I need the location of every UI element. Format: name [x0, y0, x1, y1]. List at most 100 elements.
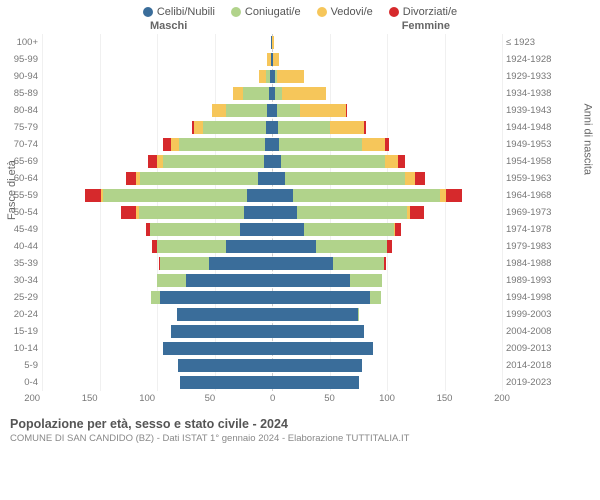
legend-swatch	[317, 7, 327, 17]
x-tick: 100	[379, 393, 395, 404]
bar-segment	[258, 172, 272, 185]
legend-item: Coniugati/e	[231, 6, 301, 18]
pyramid-row: 30-341989-1993	[0, 272, 600, 289]
bar-segment	[387, 240, 392, 253]
male-bar	[42, 223, 272, 236]
bar-segment	[177, 308, 272, 321]
x-axis-right: 50100150200	[272, 391, 502, 411]
age-band-label: 80-84	[0, 105, 42, 116]
pyramid-row: 20-241999-2003	[0, 306, 600, 323]
legend-swatch	[143, 7, 153, 17]
birth-year-label: 2004-2008	[502, 326, 560, 337]
bar-segment	[272, 36, 274, 49]
bar-segment	[272, 274, 350, 287]
pyramid-row: 25-291994-1998	[0, 289, 600, 306]
age-band-label: 75-79	[0, 122, 42, 133]
male-bar	[42, 53, 272, 66]
bar-segment	[103, 189, 247, 202]
bar-segment	[203, 121, 266, 134]
pyramid-row: 50-541969-1973	[0, 204, 600, 221]
pyramid-row: 5-92014-2018	[0, 357, 600, 374]
pyramid-row: 10-142009-2013	[0, 340, 600, 357]
bar-segment	[362, 138, 385, 151]
female-bar	[272, 325, 502, 338]
bar-segment	[180, 376, 272, 389]
female-bar	[272, 240, 502, 253]
female-bar	[272, 121, 502, 134]
x-tick: 50	[205, 393, 216, 404]
pyramid-chart: 100+≤ 192395-991924-1928 90-94 1929-1933 85…	[0, 34, 600, 391]
header-female: Femmine	[402, 20, 450, 32]
age-band-label: 15-19	[0, 326, 42, 337]
female-bar	[272, 274, 502, 287]
birth-year-label: 1929-1933	[502, 71, 560, 82]
legend-item: Divorziati/e	[389, 6, 457, 18]
bar-segment	[163, 342, 272, 355]
female-bar	[272, 70, 502, 83]
male-bar	[42, 138, 272, 151]
bar-segment	[272, 189, 293, 202]
female-bar	[272, 257, 502, 270]
bar-segment	[139, 206, 245, 219]
bar-segment	[233, 87, 243, 100]
bar-segment	[272, 325, 364, 338]
birth-year-label: 2014-2018	[502, 360, 560, 371]
bar-segment	[244, 206, 272, 219]
pyramid-row: 85-891934-1938	[0, 85, 600, 102]
bar-segment	[304, 223, 394, 236]
legend: Celibi/NubiliConiugati/eVedovi/eDivorzia…	[0, 0, 600, 20]
pyramid-row: 60-641959-1963	[0, 170, 600, 187]
bar-segment	[333, 257, 384, 270]
pyramid-row: 100+≤ 1923	[0, 34, 600, 51]
bar-segment	[272, 376, 359, 389]
bar-segment	[247, 189, 272, 202]
bar-segment	[293, 189, 440, 202]
bar-segment	[282, 87, 326, 100]
pyramid-row: 65-691954-1958	[0, 153, 600, 170]
bar-segment	[264, 155, 272, 168]
male-bar	[42, 172, 272, 185]
bar-segment	[370, 291, 382, 304]
male-bar	[42, 206, 272, 219]
legend-swatch	[231, 7, 241, 17]
legend-label: Divorziati/e	[403, 6, 457, 18]
bar-segment	[272, 342, 373, 355]
bar-segment	[226, 240, 272, 253]
bar-segment	[285, 172, 406, 185]
bar-segment	[384, 257, 386, 270]
pyramid-row: 95-991924-1928	[0, 51, 600, 68]
legend-label: Celibi/Nubili	[157, 6, 215, 18]
female-bar	[272, 342, 502, 355]
birth-year-label: 1989-1993	[502, 275, 560, 286]
bar-segment	[272, 308, 358, 321]
age-band-label: 0-4	[0, 377, 42, 388]
bar-segment	[160, 291, 272, 304]
bar-segment	[277, 70, 305, 83]
bar-segment	[85, 189, 101, 202]
bar-segment	[275, 87, 282, 100]
pyramid-row: 15-19 2004-2008	[0, 323, 600, 340]
female-bar	[272, 138, 502, 151]
pyramid-row: 70-741949-1953	[0, 136, 600, 153]
birth-year-label: 1959-1963	[502, 173, 560, 184]
bar-segment	[405, 172, 414, 185]
bar-segment	[272, 240, 316, 253]
bar-segment	[148, 155, 157, 168]
bar-segment	[410, 206, 424, 219]
age-band-label: 85-89	[0, 88, 42, 99]
bar-segment	[194, 121, 203, 134]
bar-segment	[163, 138, 171, 151]
female-bar	[272, 104, 502, 117]
bar-segment	[272, 291, 370, 304]
bar-segment	[279, 138, 362, 151]
pyramid-row: 45-491974-1978	[0, 221, 600, 238]
bar-segment	[316, 240, 387, 253]
bar-segment	[240, 223, 272, 236]
birth-year-label: 1994-1998	[502, 292, 560, 303]
age-band-label: 90-94	[0, 71, 42, 82]
male-bar	[42, 274, 272, 287]
pyramid-row: 80-841939-1943	[0, 102, 600, 119]
chart-footer: Popolazione per età, sesso e stato civil…	[0, 411, 600, 444]
bar-segment	[157, 274, 186, 287]
bar-segment	[209, 257, 272, 270]
